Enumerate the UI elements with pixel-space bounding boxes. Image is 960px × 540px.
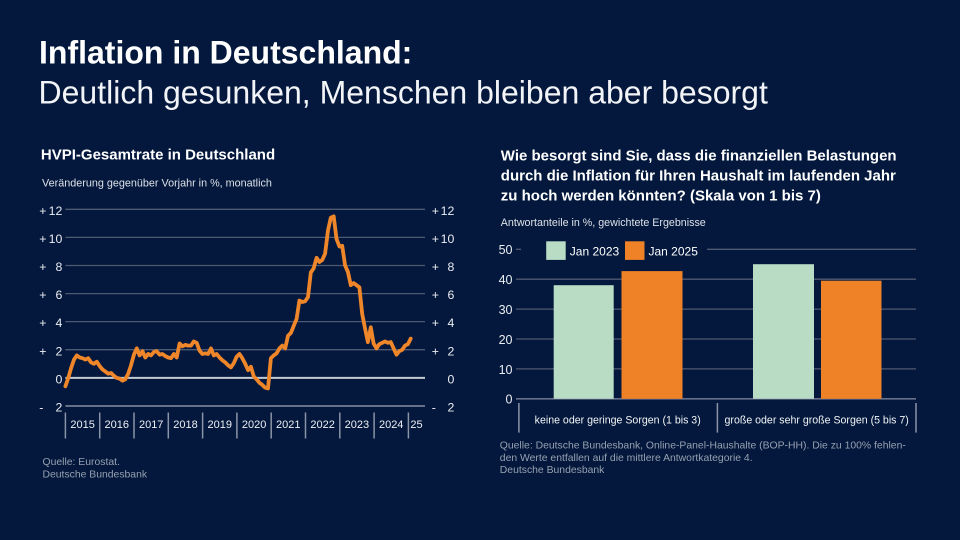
svg-text:Wie besorgt sind Sie, dass die: Wie besorgt sind Sie, dass die finanziel… [501, 148, 897, 165]
svg-text:12: 12 [441, 204, 455, 218]
svg-text:2018: 2018 [173, 419, 197, 431]
svg-text:Jan 2025: Jan 2025 [649, 245, 699, 259]
svg-text:2021: 2021 [276, 419, 300, 431]
svg-text:2016: 2016 [105, 419, 129, 431]
svg-text:+: + [39, 316, 46, 330]
svg-text:Inflation in Deutschland:: Inflation in Deutschland: [39, 34, 412, 70]
svg-text:2024: 2024 [379, 419, 403, 431]
svg-text:+: + [432, 344, 439, 358]
svg-text:0: 0 [55, 373, 62, 387]
svg-text:10: 10 [499, 363, 513, 377]
svg-text:25: 25 [410, 419, 422, 431]
svg-text:40: 40 [499, 273, 513, 287]
svg-text:2023: 2023 [345, 419, 369, 431]
svg-text:+: + [39, 260, 46, 274]
svg-text:12: 12 [49, 204, 63, 218]
svg-text:4: 4 [447, 316, 454, 330]
svg-text:+: + [432, 204, 439, 218]
svg-text:8: 8 [447, 260, 454, 274]
svg-text:zu hoch werden könnten? (Skala: zu hoch werden könnten? (Skala von 1 bis… [501, 188, 821, 205]
svg-text:große oder sehr große Sorgen (: große oder sehr große Sorgen (5 bis 7) [725, 414, 909, 426]
svg-text:-: - [432, 401, 436, 415]
svg-text:6: 6 [55, 288, 62, 302]
svg-text:Deutsche Bundesbank: Deutsche Bundesbank [500, 465, 605, 476]
svg-text:8: 8 [55, 260, 62, 274]
svg-text:10: 10 [441, 232, 455, 246]
svg-text:50: 50 [499, 243, 513, 257]
svg-text:2: 2 [447, 401, 454, 415]
svg-text:Veränderung gegenüber Vorjahr: Veränderung gegenüber Vorjahr in %, mona… [42, 178, 272, 190]
svg-text:2020: 2020 [242, 419, 266, 431]
svg-text:0: 0 [506, 393, 513, 407]
svg-text:+: + [432, 232, 439, 246]
svg-text:4: 4 [55, 316, 62, 330]
svg-text:2: 2 [447, 344, 454, 358]
svg-text:den Werte entfallen auf die mi: den Werte entfallen auf die mittlere Ant… [500, 453, 753, 464]
svg-text:+: + [39, 232, 46, 246]
svg-text:HVPI-Gesamtrate in Deutschland: HVPI-Gesamtrate in Deutschland [41, 147, 275, 164]
svg-text:20: 20 [499, 333, 513, 347]
svg-text:2: 2 [55, 401, 62, 415]
svg-text:Deutlich gesunken, Menschen bl: Deutlich gesunken, Menschen bleiben aber… [39, 74, 768, 110]
svg-text:Quelle: Eurostat.: Quelle: Eurostat. [43, 457, 120, 468]
svg-text:+: + [39, 288, 46, 302]
svg-text:Antwortanteile in %, gewichtet: Antwortanteile in %, gewichtete Ergebnis… [501, 217, 706, 229]
svg-text:keine oder geringe Sorgen (1 b: keine oder geringe Sorgen (1 bis 3) [535, 414, 701, 426]
svg-text:2015: 2015 [70, 419, 94, 431]
svg-text:30: 30 [499, 303, 513, 317]
svg-text:-: - [39, 401, 43, 415]
svg-text:+: + [39, 344, 46, 358]
svg-text:2022: 2022 [310, 419, 334, 431]
svg-text:+: + [39, 204, 46, 218]
svg-text:0: 0 [447, 373, 454, 387]
svg-text:2017: 2017 [139, 419, 163, 431]
svg-text:Deutsche Bundesbank: Deutsche Bundesbank [43, 469, 148, 480]
svg-text:2019: 2019 [208, 419, 232, 431]
svg-text:+: + [432, 288, 439, 302]
svg-text:Quelle: Deutsche Bundesbank, O: Quelle: Deutsche Bundesbank, Online-Pane… [500, 441, 906, 452]
svg-text:10: 10 [49, 232, 63, 246]
svg-text:6: 6 [447, 288, 454, 302]
svg-text:2: 2 [55, 344, 62, 358]
svg-text:+: + [432, 316, 439, 330]
svg-text:durch die Inflation für Ihren: durch die Inflation für Ihren Haushalt i… [501, 168, 896, 185]
svg-text:+: + [432, 260, 439, 274]
svg-text:Jan 2023: Jan 2023 [570, 245, 620, 259]
